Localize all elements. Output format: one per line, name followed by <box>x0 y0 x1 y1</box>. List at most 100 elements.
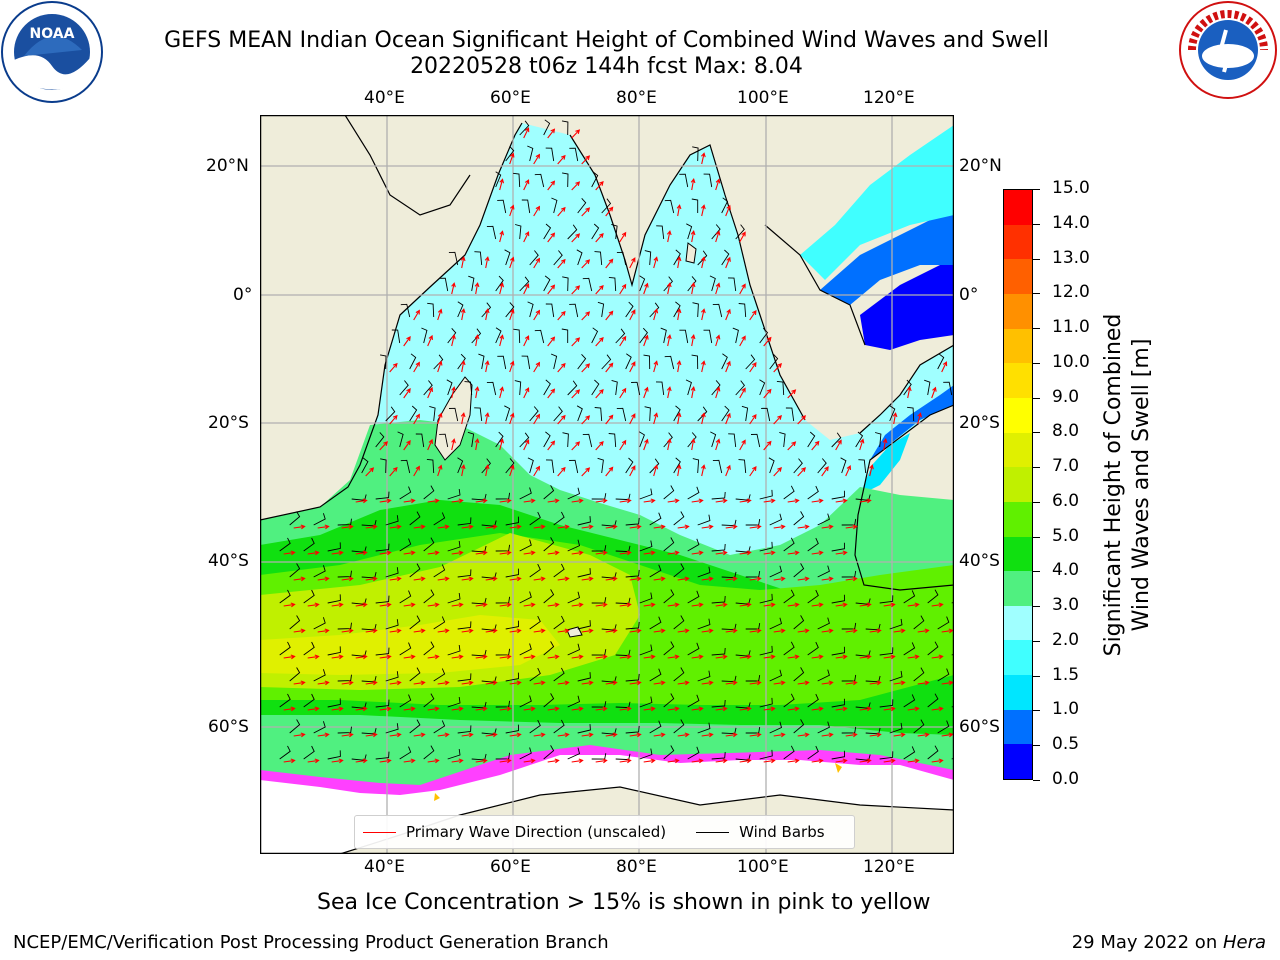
wave-direction-arrow <box>547 654 560 660</box>
wind-barb <box>759 379 766 396</box>
nws-logo <box>1176 0 1280 104</box>
wave-direction-arrow <box>523 387 530 399</box>
wave-direction-arrow <box>763 388 772 399</box>
wave-direction-arrow <box>499 282 505 295</box>
wave-direction-arrow <box>547 440 556 451</box>
wind-barb <box>738 303 747 318</box>
wind-barb <box>550 353 558 370</box>
lon-tick-top-40: 40°E <box>364 88 405 108</box>
wave-direction-arrow <box>629 361 636 373</box>
wave-direction-arrow <box>571 758 584 764</box>
wave-direction-arrow <box>701 524 714 530</box>
wind-barb <box>663 693 675 708</box>
colorbar-tick-label: 7.0 <box>1052 456 1080 477</box>
lon-tick-bottom-40: 40°E <box>364 857 405 877</box>
wind-barb <box>505 620 519 630</box>
wave-direction-arrow <box>523 335 530 347</box>
wave-direction-arrow <box>763 706 776 712</box>
wave-direction-arrow <box>571 441 581 451</box>
wind-barb <box>594 407 603 422</box>
wave-direction-arrow <box>413 732 426 738</box>
wave-direction-arrow <box>523 654 536 660</box>
wind-barb <box>625 353 632 370</box>
wind-barb <box>608 433 617 448</box>
wind-barb <box>551 197 558 214</box>
wave-direction-arrow <box>941 680 954 686</box>
wind-barb <box>889 670 903 682</box>
wind-barb <box>711 543 726 552</box>
wave-direction-arrow <box>653 256 659 269</box>
wave-direction-arrow <box>715 386 721 399</box>
wave-direction-arrow <box>653 412 659 425</box>
wave-direction-arrow <box>835 498 848 504</box>
wind-barb <box>519 276 530 292</box>
wind-barb <box>481 458 491 474</box>
wave-direction-arrow <box>475 550 488 556</box>
wave-direction-arrow <box>859 602 872 608</box>
wave-direction-arrow <box>365 576 378 582</box>
map-title: GEFS MEAN Indian Ocean Significant Heigh… <box>164 28 1049 53</box>
wind-barb <box>399 590 412 604</box>
wind-barb <box>467 431 475 448</box>
wind-barb <box>817 721 830 734</box>
colorbar-tick-label: 0.0 <box>1052 769 1080 789</box>
wind-barb <box>664 355 675 370</box>
wave-direction-arrow <box>595 180 604 191</box>
colorbar-tick-mark <box>1033 223 1040 225</box>
wave-direction-arrow <box>715 706 728 712</box>
wave-direction-arrow <box>283 550 296 556</box>
wave-direction-arrow <box>629 465 636 477</box>
wind-barb <box>567 747 581 760</box>
colorbar-tick-mark <box>1033 710 1040 712</box>
wind-barb <box>553 406 563 422</box>
wave-direction-arrow <box>676 204 682 217</box>
wind-barb <box>817 458 827 474</box>
colorbar-tick-mark <box>1033 745 1040 747</box>
wave-direction-arrow <box>557 680 570 686</box>
wave-direction-arrow <box>595 232 604 243</box>
wind-barb <box>769 669 783 682</box>
wind-barb <box>474 407 483 422</box>
wave-direction-arrow <box>499 230 505 243</box>
wind-barb <box>567 487 581 500</box>
wave-direction-arrow <box>739 283 746 295</box>
wave-direction-arrow <box>427 334 433 347</box>
wind-barb <box>505 302 515 318</box>
wind-barb <box>543 693 555 708</box>
wave-direction-arrow <box>557 524 570 530</box>
wave-direction-arrow <box>547 758 560 764</box>
wave-direction-arrow <box>629 628 642 634</box>
wave-direction-arrow <box>797 415 806 425</box>
colorbar-tick-mark <box>1033 501 1040 503</box>
wind-barb <box>663 745 675 760</box>
wave-direction-arrow <box>293 680 306 686</box>
footer-host: Hera <box>1222 932 1266 953</box>
wind-barb <box>673 563 685 578</box>
lon-tick-top-80: 80°E <box>616 88 657 108</box>
wind-barb <box>543 537 555 552</box>
wind-barb <box>289 563 301 578</box>
colorbar-tick-mark <box>1033 467 1040 469</box>
wind-barb <box>577 198 587 214</box>
wind-barb <box>769 353 779 370</box>
lat-tick-right-20n: 20°N <box>959 156 1002 176</box>
wind-barb <box>423 641 435 656</box>
wind-barb <box>924 379 931 396</box>
wind-barb <box>423 537 435 552</box>
wave-direction-arrow <box>557 258 566 269</box>
wind-barb <box>337 622 352 630</box>
wave-direction-arrow <box>474 334 480 347</box>
wind-barb <box>327 698 341 708</box>
wind-barb <box>447 748 461 760</box>
wave-direction-arrow <box>389 524 402 530</box>
wind-barb <box>697 514 711 526</box>
wind-barb <box>793 615 805 630</box>
wave-direction-arrow <box>677 680 690 686</box>
wave-direction-arrow <box>667 602 680 608</box>
wind-barb <box>313 721 326 734</box>
wave-direction-arrow <box>437 576 450 582</box>
wave-direction-arrow <box>317 628 330 634</box>
wave-direction-arrow <box>666 334 672 347</box>
wind-barb <box>519 539 532 552</box>
colorbar-segment <box>1004 536 1032 572</box>
